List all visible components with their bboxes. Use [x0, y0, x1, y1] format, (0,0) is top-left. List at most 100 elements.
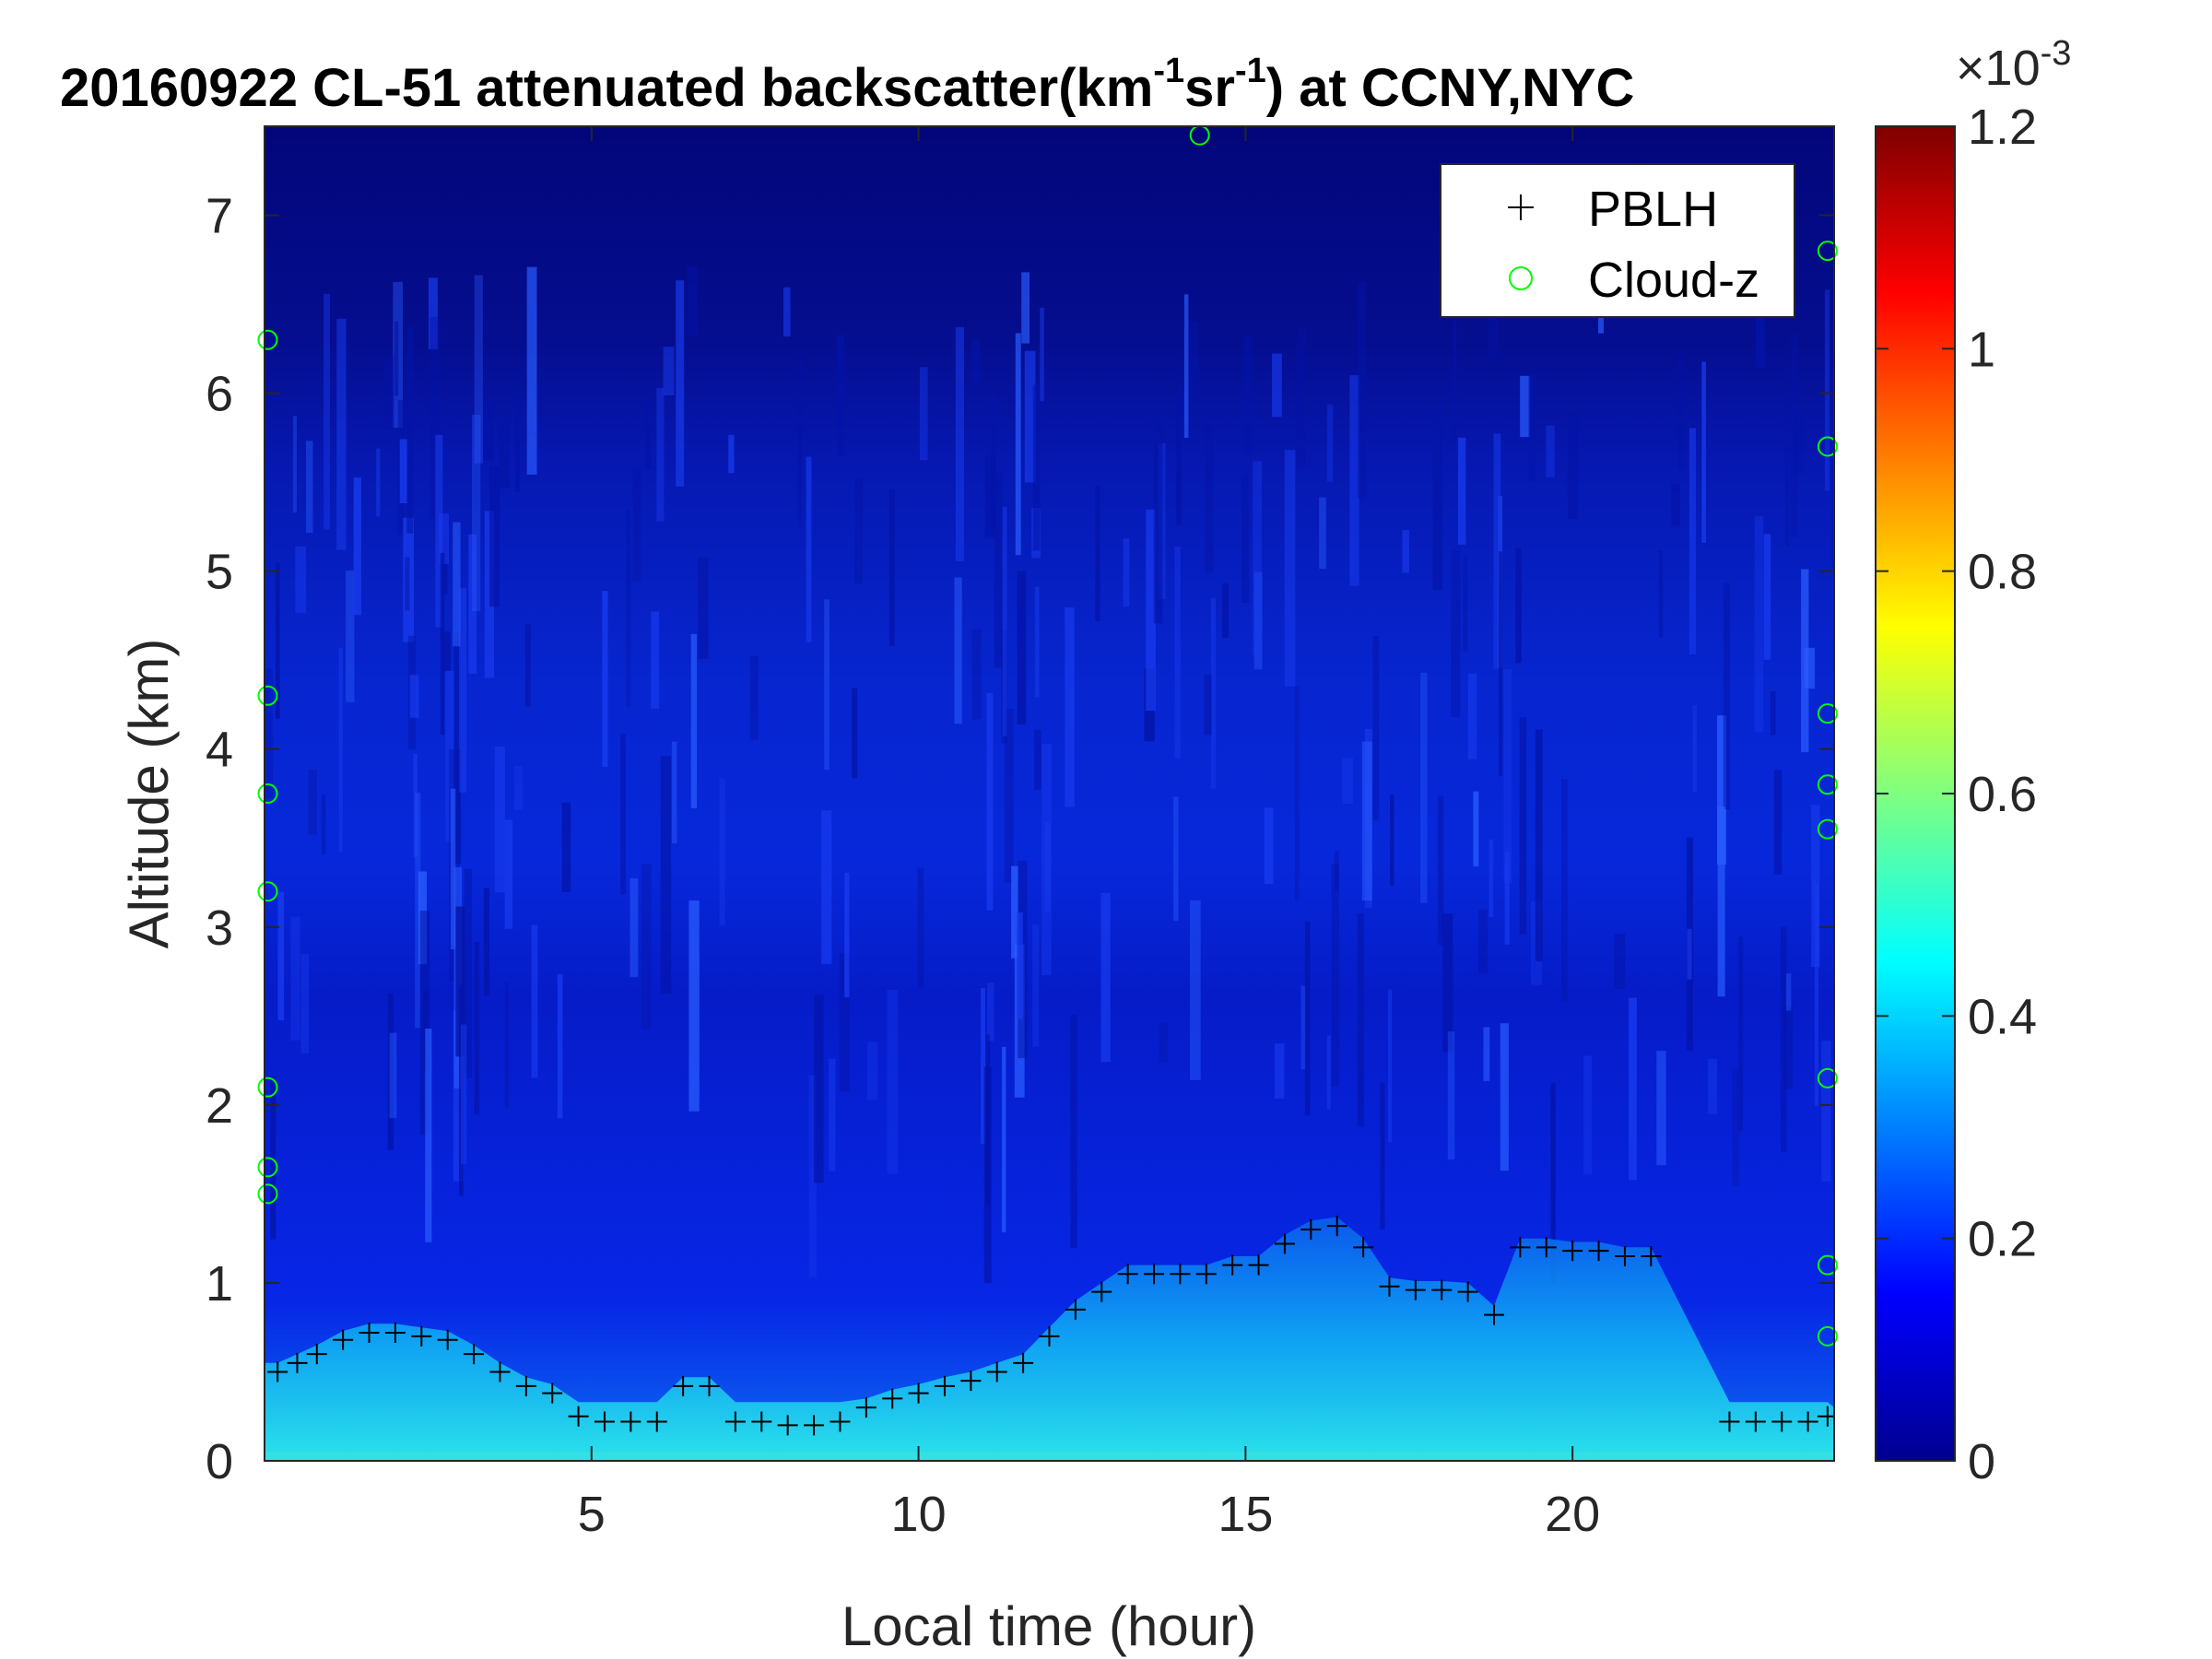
title-prefix: 20160922 CL-51 attenuated backscatter(km	[60, 58, 1153, 118]
heatmap-streak	[415, 793, 421, 1029]
legend-box	[1440, 163, 1795, 318]
heatmap-streak	[1831, 447, 1834, 567]
heatmap-streak	[1420, 672, 1428, 903]
heatmap-streak	[1342, 758, 1354, 804]
heatmap-streak	[1294, 685, 1300, 901]
heatmap-streak	[987, 982, 994, 1041]
x-axis: 5 10 15 20	[578, 126, 1600, 1542]
y-tick-label: 3	[206, 900, 233, 956]
title-suffix: ) at CCNY,NYC	[1266, 58, 1635, 118]
heatmap-streak	[1463, 555, 1468, 653]
pblh-point	[1274, 1233, 1295, 1254]
heatmap-streak	[1173, 796, 1179, 922]
heatmap-streak	[484, 511, 494, 678]
heatmap-streak	[854, 477, 863, 584]
colorbar-tick-label: 0.6	[1968, 767, 2037, 822]
heatmap-streak	[829, 1058, 836, 1171]
heatmap-streak	[1723, 582, 1731, 810]
heatmap-streak	[690, 633, 698, 808]
pblh-point	[515, 1375, 536, 1396]
heatmap-streak	[917, 867, 924, 988]
heatmap-streak	[1437, 795, 1444, 946]
surface-layer	[265, 1452, 1834, 1461]
heatmap-streak	[1791, 333, 1798, 538]
heatmap-streak	[920, 367, 928, 461]
heatmap-streak	[1183, 294, 1189, 438]
heatmap-streak	[663, 347, 675, 395]
pblh-point	[1817, 1406, 1834, 1427]
heatmap-streak	[1015, 333, 1021, 556]
pblh-point	[287, 1352, 308, 1373]
heatmap-streak	[1561, 779, 1568, 1003]
heatmap-streak	[1804, 647, 1816, 689]
pblh-point	[1091, 1281, 1112, 1302]
heatmap-streak	[1457, 437, 1466, 545]
heatmap-streak	[453, 1010, 465, 1182]
heatmap-streak	[866, 1041, 878, 1100]
pblh-point	[830, 1411, 851, 1432]
colorbar-exponent-base: ×10	[1956, 41, 2041, 96]
title-sup-1: -1	[1153, 52, 1184, 90]
pblh-point	[1431, 1279, 1453, 1300]
heatmap-streak	[406, 326, 414, 534]
heatmap-streak	[1658, 550, 1664, 638]
pblh-point	[594, 1411, 615, 1432]
heatmap-streak	[1583, 1055, 1593, 1175]
pblh-point	[1771, 1411, 1793, 1432]
heatmap-streak	[620, 734, 626, 895]
pblh-point	[882, 1388, 903, 1409]
heatmap-streak	[629, 877, 639, 978]
heatmap-streak	[836, 335, 845, 457]
pblh-point	[1170, 1264, 1191, 1285]
y-tick-label: 0	[206, 1434, 233, 1489]
heatmap-streak	[1146, 509, 1156, 712]
heatmap-streak	[1361, 741, 1372, 901]
heatmap-streak	[445, 670, 454, 842]
pblh-point	[1484, 1304, 1505, 1325]
heatmap-streak	[1692, 705, 1698, 793]
legend: PBLH Cloud-z	[1440, 163, 1795, 318]
pblh-point	[1457, 1281, 1478, 1302]
heatmap-streak	[1500, 1023, 1509, 1171]
heatmap-streak	[1687, 928, 1692, 980]
heatmap-streak	[954, 577, 962, 724]
pblh-point	[1039, 1325, 1060, 1347]
heatmap-streak	[1493, 433, 1501, 669]
heatmap-streak	[1473, 791, 1479, 867]
legend-cloud-z-marker	[1509, 266, 1533, 290]
heatmap-streak	[389, 1032, 397, 1119]
heatmap-streak	[1021, 272, 1030, 344]
heatmap-streak	[387, 994, 394, 1150]
heatmap-streak	[971, 339, 981, 386]
heatmap-streak	[474, 942, 480, 1115]
heatmap-streak	[1781, 926, 1787, 1153]
heatmap-streak	[453, 522, 461, 647]
heatmap-streak	[1519, 717, 1527, 935]
heatmap-streak	[450, 788, 456, 949]
cloud-z-point	[257, 329, 278, 350]
heatmap-streak	[1040, 307, 1044, 402]
heatmap-streak	[1296, 327, 1305, 466]
heatmap-streak	[1677, 351, 1685, 471]
pblh-point	[855, 1397, 877, 1418]
colorbar-tick-label: 0	[1968, 1434, 1995, 1489]
heatmap-streak	[1034, 586, 1040, 698]
heatmap-streak	[1528, 373, 1535, 482]
heatmap-streak	[955, 326, 964, 561]
heatmap-streak	[1717, 715, 1726, 865]
heatmap-streak	[1483, 1027, 1490, 1081]
heatmap-streak	[439, 513, 449, 564]
pblh-point	[1535, 1237, 1557, 1258]
pblh-point	[542, 1382, 563, 1404]
pblh-point	[777, 1415, 798, 1436]
heatmap-streak	[808, 1075, 817, 1277]
heatmap-background	[265, 126, 1834, 1461]
pblh-point	[908, 1382, 929, 1404]
heatmap-streak	[1044, 822, 1051, 912]
heatmap-streak	[1017, 912, 1023, 1019]
heatmap-streak	[1284, 450, 1296, 687]
heatmap-streak	[394, 321, 399, 396]
heatmap-streak	[1274, 1043, 1285, 1099]
heatmap-streak	[1372, 636, 1380, 821]
heatmap-streak	[1499, 551, 1503, 777]
